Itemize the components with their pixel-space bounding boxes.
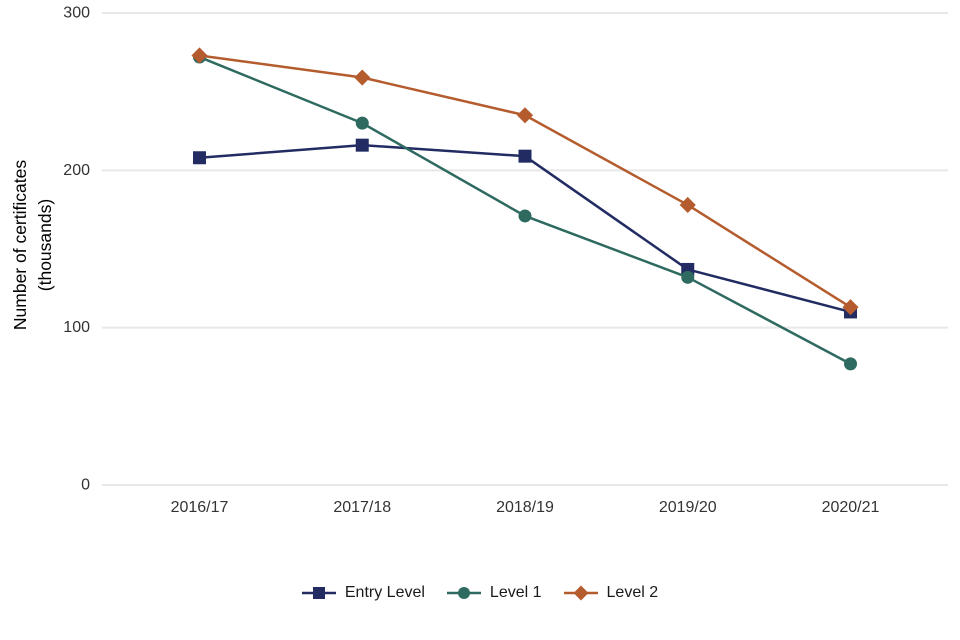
x-tick-label-2017-18: 2017/18 bbox=[333, 499, 391, 516]
legend-key-marker bbox=[573, 585, 588, 601]
circle-legend-key-icon bbox=[446, 587, 481, 599]
data-point bbox=[518, 209, 532, 223]
data-point bbox=[191, 47, 208, 64]
diamond-legend-key-icon bbox=[563, 585, 598, 601]
legend-item-entry-level: Entry Level bbox=[301, 584, 425, 602]
y-tick-label-300: 300 bbox=[63, 5, 90, 22]
data-point bbox=[355, 116, 369, 130]
series-level-2 bbox=[191, 47, 859, 316]
x-tick-label-2019-20: 2019/20 bbox=[659, 499, 717, 516]
x-tick-label-2016-17: 2016/17 bbox=[171, 499, 229, 516]
data-point bbox=[193, 151, 206, 165]
legend-key-marker bbox=[457, 587, 470, 599]
legend-key-marker bbox=[312, 587, 325, 599]
data-point bbox=[516, 107, 534, 124]
legend-label: Entry Level bbox=[344, 584, 425, 601]
square-legend-key-icon bbox=[301, 587, 336, 599]
series-line bbox=[199, 54, 852, 309]
y-tick-label-100: 100 bbox=[63, 319, 90, 336]
series-level-1 bbox=[193, 50, 857, 371]
series-entry-level bbox=[193, 138, 857, 319]
legend-label: Level 1 bbox=[489, 584, 542, 601]
x-tick-label-2018-19: 2018/19 bbox=[496, 499, 554, 516]
data-point bbox=[518, 149, 532, 163]
y-axis-title: Number of certificates (thousands) bbox=[2, 0, 64, 490]
data-point bbox=[355, 138, 369, 152]
y-axis-title-line1: Number of certificates bbox=[10, 159, 30, 331]
chart-legend: Entry Level Level 1 Level 2 bbox=[0, 584, 960, 602]
data-point bbox=[842, 299, 859, 316]
legend-label: Level 2 bbox=[606, 584, 659, 601]
x-tick-label-2020-21: 2020/21 bbox=[822, 499, 880, 516]
data-point bbox=[354, 69, 371, 86]
y-tick-label-0: 0 bbox=[81, 477, 90, 494]
legend-item-level-1: Level 1 bbox=[446, 584, 542, 602]
data-point bbox=[681, 270, 695, 284]
data-point bbox=[679, 196, 696, 214]
y-axis-title-line2: (thousands) bbox=[35, 198, 55, 292]
legend-item-level-2: Level 2 bbox=[563, 584, 659, 602]
y-tick-label-200: 200 bbox=[63, 162, 90, 179]
data-point bbox=[844, 357, 857, 371]
